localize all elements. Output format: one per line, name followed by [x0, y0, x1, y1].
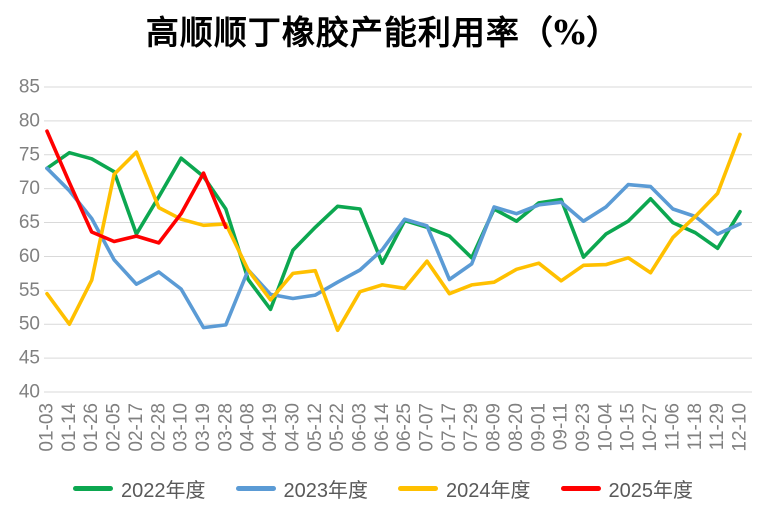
- chart-title: 高顺顺丁橡胶产能利用率（%）: [145, 13, 621, 52]
- series-line-2022: [45, 150, 742, 312]
- x-axis-tick-label: 07-07: [417, 403, 438, 452]
- legend-line-swatch: [235, 486, 276, 491]
- x-axis-tick-label: 01-14: [59, 403, 80, 452]
- y-axis-tick-label: 55: [19, 280, 40, 301]
- x-axis-tick-label: 06-25: [394, 403, 415, 452]
- x-axis-tick-label: 03-19: [193, 403, 214, 452]
- y-axis-tick-label: 70: [19, 178, 40, 199]
- x-axis-tick-label: 06-14: [372, 403, 393, 452]
- y-axis-tick-label: 40: [19, 382, 40, 403]
- chart-legend: 2022年度 2023年度 2024年度 2025年度: [0, 474, 766, 503]
- x-axis-tick-label: 03-10: [171, 403, 192, 452]
- x-axis-tick-label: 01-03: [37, 403, 58, 452]
- y-axis-tick-label: 80: [19, 110, 40, 131]
- x-axis-tick-label: 02-28: [148, 403, 169, 452]
- x-axis-tick-label: 05-22: [327, 403, 348, 452]
- y-axis-tick-label: 75: [19, 144, 40, 165]
- y-axis-tick-label: 85: [19, 77, 40, 98]
- y-axis-tick-label: 45: [19, 348, 40, 369]
- series-line-2025: [45, 129, 228, 245]
- x-axis-tick-label: 02-05: [104, 403, 125, 452]
- x-axis-tick-label: 07-17: [439, 403, 460, 452]
- legend-line-swatch: [73, 486, 113, 491]
- x-axis-tick-label: 11-29: [707, 403, 728, 450]
- x-axis-tick-label: 05-12: [305, 403, 326, 452]
- legend-label: 2025年度: [608, 480, 694, 502]
- x-axis-tick-label: 08-09: [484, 403, 505, 452]
- x-axis-tick-label: 09-23: [573, 403, 594, 452]
- x-axis-tick-label: 09-11: [551, 403, 572, 450]
- legend-line-swatch: [560, 486, 601, 491]
- y-axis-tick-label: 60: [19, 246, 40, 267]
- series-line-2023: [45, 166, 742, 330]
- legend-item-2023: 2023年度: [235, 474, 369, 503]
- x-axis-tick-label: 11-06: [662, 403, 683, 450]
- legend-item-2024: 2024年度: [398, 474, 531, 503]
- x-axis-tick-label: 08-20: [506, 403, 527, 452]
- x-axis-tick-label: 10-27: [640, 403, 661, 452]
- series-line-2024: [45, 132, 742, 333]
- x-axis-tick-label: 03-28: [215, 403, 236, 452]
- legend-item-2022: 2022年度: [73, 474, 206, 503]
- legend-item-2025: 2025年度: [560, 474, 694, 503]
- x-axis-tick-label: 10-15: [618, 403, 639, 452]
- legend-label: 2022年度: [121, 480, 206, 502]
- x-axis-tick-label: 09-01: [528, 403, 549, 452]
- line-chart: 85 80 75 70 65 60 55 50 45 40 01-03 01-14 01-26 02-05…: [19, 77, 752, 452]
- x-axis-tick-label: 06-03: [349, 403, 370, 452]
- x-axis-tick-label: 01-26: [81, 403, 102, 452]
- x-axis-tick-label: 04-19: [260, 403, 281, 452]
- x-axis-tick-label: 10-04: [595, 403, 616, 452]
- x-axis-tick-label: 07-29: [461, 403, 482, 452]
- y-axis-tick-label: 65: [19, 212, 40, 233]
- legend-line-swatch: [398, 486, 438, 491]
- x-axis-tick-label: 02-17: [126, 403, 147, 452]
- legend-label: 2024年度: [446, 480, 531, 502]
- legend-label: 2023年度: [283, 480, 369, 502]
- x-axis-tick-label: 04-08: [238, 403, 259, 452]
- y-axis-tick-label: 50: [19, 314, 40, 335]
- x-axis-tick-label: 12-10: [730, 403, 751, 452]
- x-axis-tick-label: 04-30: [282, 403, 303, 452]
- x-axis-tick-label: 11-18: [685, 403, 706, 450]
